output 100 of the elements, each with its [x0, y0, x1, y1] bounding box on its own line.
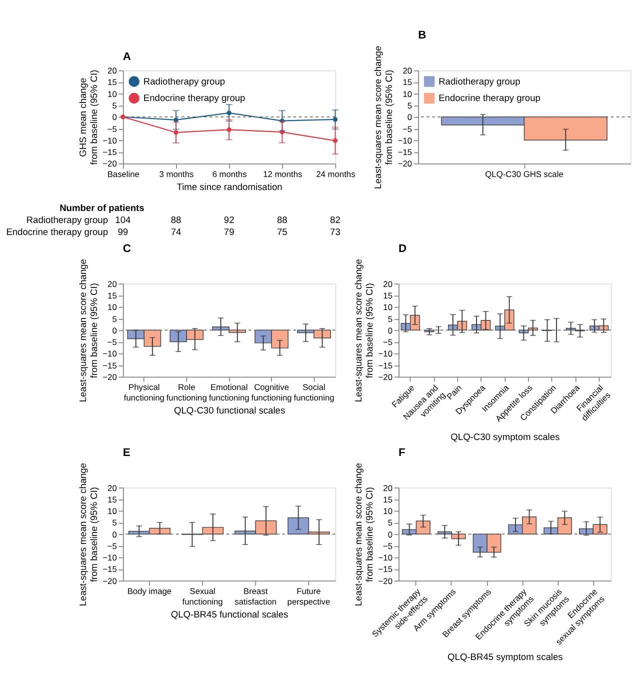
y-tick-label: −10	[102, 552, 118, 563]
y-tick-label: 0	[407, 112, 412, 122]
y-tick-label: −20	[378, 372, 393, 382]
x-tick-label: Social functioning	[294, 382, 335, 402]
y-axis-title: Least-squares mean score change from baseline (95% CI)	[354, 259, 375, 402]
y-tick-label: 15	[383, 494, 393, 504]
text: Radiotherapy group	[26, 215, 108, 226]
y-tick-label: 5	[112, 100, 118, 111]
x-axis-title: Time since randomisation	[176, 182, 282, 192]
legend-label: Radiotherapy group	[143, 76, 226, 86]
y-tick-label: 20	[383, 482, 393, 493]
text: 99	[118, 227, 128, 238]
text: 74	[170, 227, 182, 238]
y-tick-label: −20	[102, 576, 118, 586]
y-tick-label: 0	[112, 112, 118, 122]
y-tick-label: 15	[383, 290, 393, 300]
y-tick-label: 0	[112, 325, 118, 336]
x-axis-title: QLQ-BR45 functional scales	[170, 609, 289, 620]
y-tick-label: −10	[398, 135, 412, 146]
x-axis-title: QLQ-C30 functional scales	[174, 405, 286, 416]
text: 75	[276, 227, 288, 238]
y-tick-label: 15	[108, 494, 118, 504]
x-axis-title: QLQ-BR45 symptom scales	[448, 652, 564, 662]
legend-label: Endocrine therapy group	[143, 93, 246, 104]
y-tick-label: 0	[388, 325, 393, 336]
y-tick-label: 5	[407, 100, 412, 111]
y-tick-label: −15	[102, 564, 118, 574]
y-tick-label: 10	[383, 302, 393, 312]
text: Endocrine therapy group	[6, 227, 108, 238]
y-tick-label: −15	[398, 147, 412, 158]
text: 82	[330, 215, 340, 226]
y-tick-label: 20	[402, 66, 412, 76]
legend-label: Radiotherapy group	[438, 76, 520, 86]
y-tick-label: 15	[402, 77, 412, 88]
text: 92	[224, 215, 234, 226]
y-axis-title: Least-squares mean score change from baseline (95% CI)	[78, 259, 100, 402]
text: 79	[224, 227, 234, 238]
y-tick-label: −10	[102, 135, 118, 146]
y-tick-label: 15	[108, 77, 118, 88]
chart-title: B	[418, 30, 426, 42]
y-tick-label: −20	[102, 372, 118, 382]
x-tick-label: Physical functioning	[124, 382, 165, 402]
y-axis-title: Least-squares mean score change from baseline (95% CI)	[354, 462, 375, 606]
y-tick-label: −10	[378, 552, 393, 563]
y-axis-title: Least-squares mean score change from baseline (95% CI)	[78, 462, 100, 606]
y-tick-label: 10	[383, 506, 393, 516]
y-tick-label: 10	[108, 506, 118, 516]
y-tick-label: 5	[112, 518, 118, 528]
y-tick-label: −5	[107, 124, 118, 134]
chart-title: F	[398, 446, 406, 459]
y-tick-label: −15	[378, 360, 393, 370]
legend-label: Endocrine therapy group	[438, 93, 540, 104]
y-tick-label: −5	[107, 337, 118, 348]
y-tick-label: −15	[378, 564, 393, 574]
x-axis-title: QLQ-C30 symptom scales	[450, 432, 560, 442]
y-tick-label: 20	[108, 482, 118, 493]
y-tick-label: 0	[112, 529, 118, 540]
y-tick-label: −15	[102, 360, 118, 370]
y-tick-label: 20	[108, 278, 118, 289]
x-tick-label: Sexual functioning	[182, 586, 224, 606]
x-tick-label: 6 months	[212, 168, 247, 179]
y-tick-label: 5	[388, 518, 393, 528]
y-tick-label: 10	[402, 88, 412, 99]
x-tick-label: Breast satisfaction	[234, 586, 277, 606]
x-tick-label: QLQ-C30 GHS scale	[485, 168, 564, 179]
x-tick-label: Emotional functioning	[208, 382, 250, 402]
x-tick-label: Baseline	[107, 168, 140, 179]
y-tick-label: −5	[107, 540, 118, 551]
y-tick-label: −20	[378, 576, 393, 586]
x-tick-label: Cognitive functioning	[251, 382, 292, 402]
y-tick-label: −5	[382, 337, 393, 348]
y-tick-label: −5	[402, 124, 412, 134]
y-axis-title: GHS mean change from baseline (95% CI)	[78, 70, 100, 165]
x-tick-label: 12 months	[263, 168, 302, 179]
text: 73	[330, 227, 340, 238]
y-tick-label: 10	[108, 302, 118, 312]
y-tick-label: 5	[388, 314, 393, 324]
chart-title: A	[122, 51, 131, 64]
y-tick-label: 5	[112, 314, 118, 324]
x-tick-label: Future perspective	[287, 586, 330, 606]
y-tick-label: −10	[378, 348, 393, 359]
y-tick-label: −20	[398, 158, 412, 169]
y-tick-label: 20	[383, 278, 393, 289]
chart-title: C	[122, 242, 131, 255]
chart-title: D	[398, 242, 407, 255]
text: 88	[170, 215, 182, 226]
x-tick-label: 24 months	[316, 168, 356, 179]
x-tick-label: Body image	[127, 586, 172, 596]
y-tick-label: 20	[108, 66, 118, 76]
chart-title: E	[122, 446, 130, 459]
y-axis-title: Least-squares mean score change from baseline (95% CI)	[373, 46, 394, 189]
text: 88	[276, 215, 288, 226]
y-tick-label: −5	[382, 540, 393, 551]
y-tick-label: 0	[388, 529, 393, 540]
y-tick-label: −10	[102, 348, 118, 359]
x-tick-label: 3 months	[159, 168, 194, 179]
y-tick-label: 10	[108, 88, 118, 99]
x-tick-label: Role functioning	[166, 382, 208, 402]
y-tick-label: 15	[108, 290, 118, 300]
y-tick-label: −20	[102, 158, 118, 169]
